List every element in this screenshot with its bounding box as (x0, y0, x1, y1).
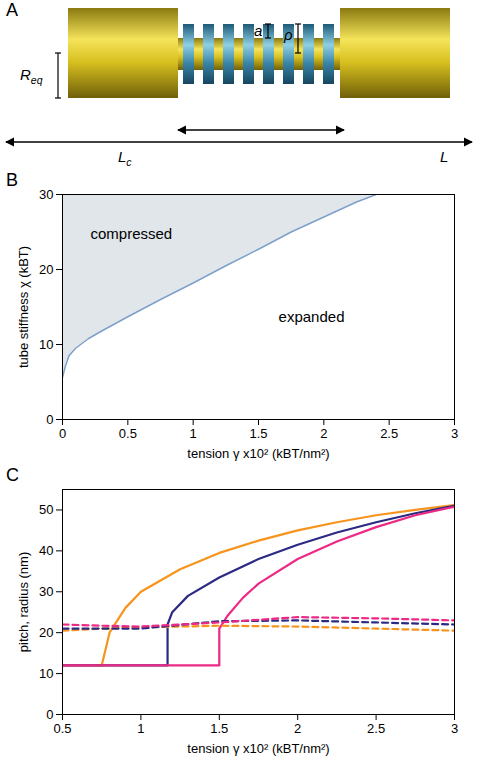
svg-text:ρ: ρ (283, 26, 293, 43)
svg-text:2: 2 (320, 426, 327, 441)
svg-text:Req: Req (20, 66, 43, 86)
svg-text:10: 10 (39, 666, 53, 681)
svg-text:1.5: 1.5 (210, 721, 228, 736)
svg-text:pitch, radius (nm): pitch, radius (nm) (16, 552, 31, 652)
svg-text:0.5: 0.5 (119, 426, 137, 441)
svg-text:L: L (440, 148, 448, 165)
svg-text:30: 30 (39, 584, 53, 599)
svg-text:0.5: 0.5 (53, 721, 71, 736)
svg-text:Lc: Lc (118, 148, 132, 168)
svg-text:a: a (254, 22, 262, 39)
html-text:B: B (6, 170, 18, 190)
svg-text:2: 2 (294, 721, 301, 736)
svg-text:compressed: compressed (91, 225, 173, 242)
svg-text:10: 10 (39, 337, 53, 352)
svg-text:0: 0 (59, 426, 66, 441)
svg-text:50: 50 (39, 502, 53, 517)
svg-text:3: 3 (451, 426, 458, 441)
svg-text:0: 0 (46, 412, 53, 427)
svg-text:30: 30 (39, 187, 53, 202)
svg-text:20: 20 (39, 262, 53, 277)
svg-text:1.5: 1.5 (249, 426, 267, 441)
svg-text:1: 1 (190, 426, 197, 441)
svg-text:tube stiffness χ (kBT): tube stiffness χ (kBT) (16, 246, 31, 368)
html-text:C: C (6, 465, 19, 485)
html-text:A: A (6, 0, 18, 20)
svg-text:tension γ x10² (kBT/nm²): tension γ x10² (kBT/nm²) (187, 741, 329, 756)
svg-text:40: 40 (39, 543, 53, 558)
svg-text:20: 20 (39, 625, 53, 640)
svg-text:tension γ x10² (kBT/nm²): tension γ x10² (kBT/nm²) (187, 446, 329, 461)
svg-text:2.5: 2.5 (367, 721, 385, 736)
svg-text:3: 3 (451, 721, 458, 736)
svg-text:0: 0 (46, 707, 53, 722)
svg-text:1: 1 (137, 721, 144, 736)
svg-text:expanded: expanded (279, 308, 345, 325)
svg-text:2.5: 2.5 (380, 426, 398, 441)
